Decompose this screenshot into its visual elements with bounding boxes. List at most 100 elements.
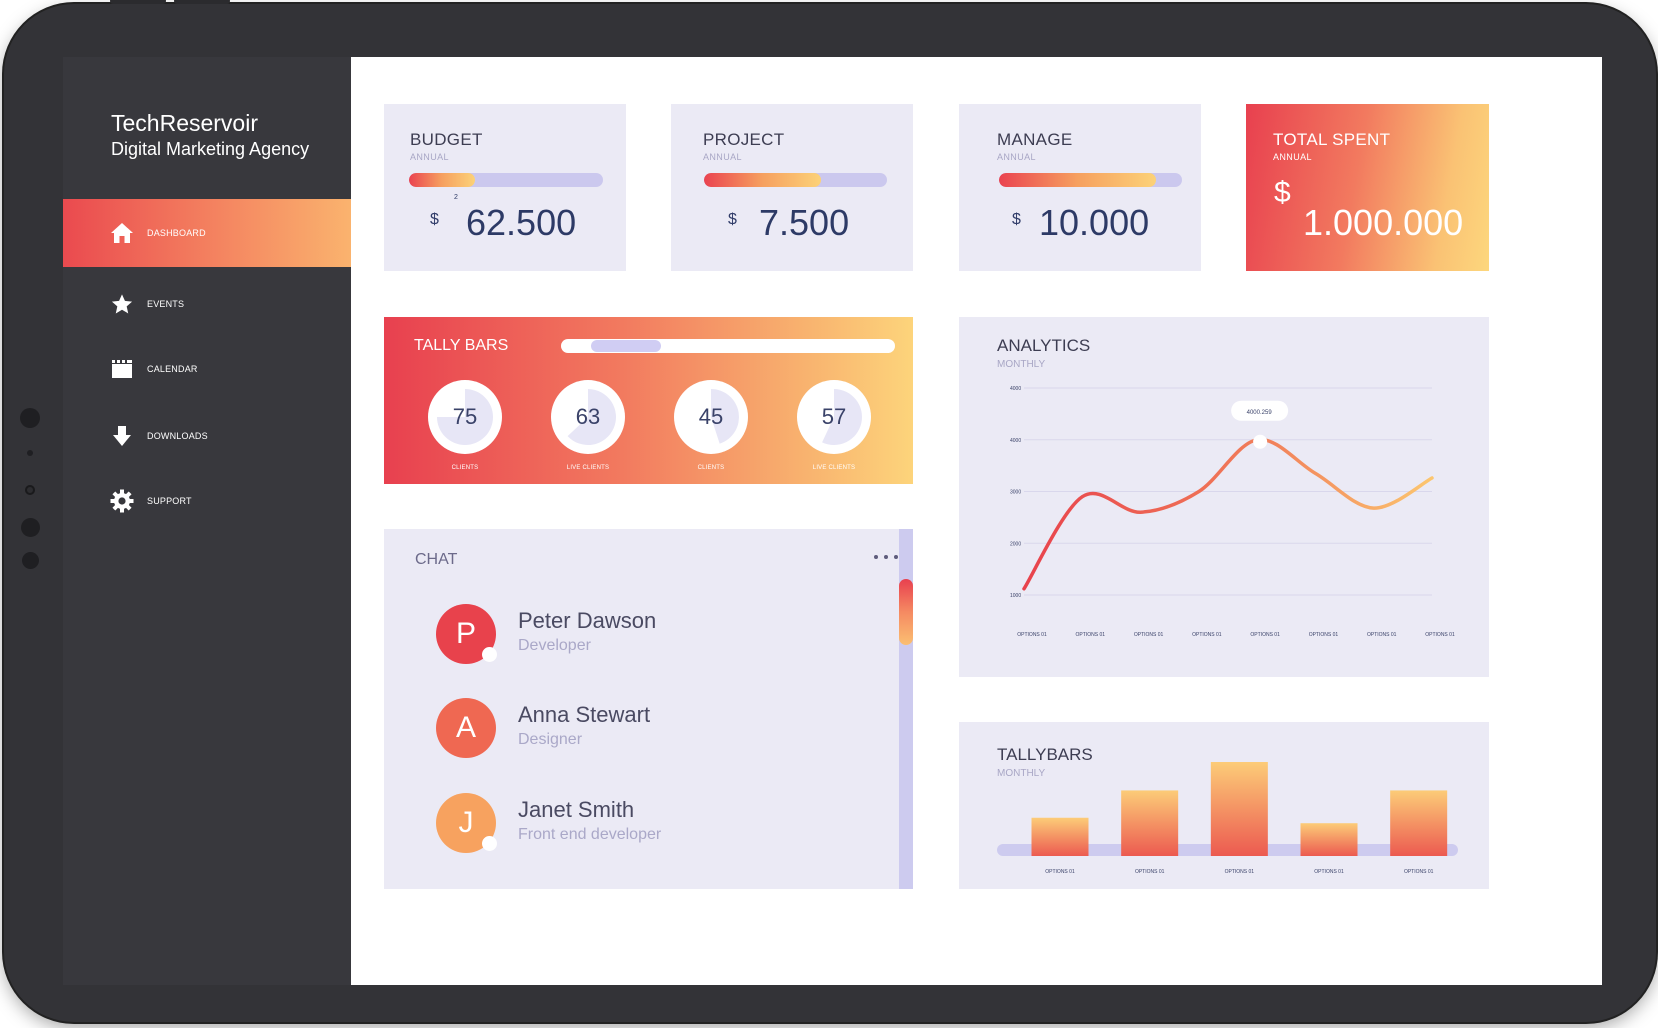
ring-label: CLIENTS (697, 465, 725, 471)
card-title: TOTAL SPENT (1273, 130, 1391, 149)
contact-role: Developer (518, 637, 591, 654)
project-value: 7.500 (759, 202, 850, 243)
currency-symbol: $ (1012, 211, 1021, 228)
brand-name: TechReservoir (111, 110, 258, 136)
bar (1210, 762, 1268, 856)
ring-value: 45 (698, 404, 724, 429)
card-title: ANALYTICS (997, 336, 1091, 355)
x-tick-label: OPTIONS 01 (1076, 632, 1106, 638)
brand: TechReservoir Digital Marketing Agency (111, 109, 309, 161)
chat-contact[interactable]: J Janet Smith Front end developer (436, 793, 856, 853)
ring-sector (437, 389, 493, 445)
peak-marker[interactable] (1253, 434, 1268, 449)
progress-fill (409, 173, 475, 187)
sensor-dot (27, 450, 33, 456)
card-subtitle: ANNUAL (1273, 152, 1312, 162)
analytics-card: ANALYTICS MONTHLY 4000 4000 3000 2000 1000 40… (959, 317, 1489, 677)
budget-card: BUDGET ANNUAL 2 $ 62.500 (384, 104, 626, 271)
home-icon (109, 220, 135, 246)
y-tick-label: 4000 (1010, 438, 1021, 444)
progress-bar (999, 173, 1182, 187)
sidebar: TechReservoir Digital Marketing Agency D… (63, 57, 351, 985)
contact-role: Front end developer (518, 826, 662, 843)
x-tick-label: OPTIONS 01 (1404, 869, 1434, 875)
y-tick-label: 3000 (1010, 490, 1021, 496)
nav-item-calendar[interactable]: CALENDAR (63, 336, 351, 402)
nav-label: EVENTS (147, 299, 185, 309)
card-title: BUDGET (410, 130, 483, 149)
analytics-line-chart: 4000 4000 3000 2000 1000 4000.259 OPTIONS 01 OP… (1010, 386, 1455, 638)
online-indicator (482, 836, 497, 851)
ring-value: 75 (452, 404, 478, 429)
chat-scrollbar[interactable] (899, 529, 913, 889)
card-subtitle: ANNUAL (703, 152, 742, 162)
ring-graphic: 57 (794, 377, 874, 457)
ring-sector (567, 389, 616, 445)
budget-value: 62.500 (466, 202, 577, 243)
card-subtitle: ANNUAL (410, 152, 449, 162)
stat-ring: 75 CLIENTS (425, 377, 505, 471)
nav-item-support[interactable]: SUPPORT (63, 468, 351, 534)
download-icon (109, 423, 135, 449)
nav-label: SUPPORT (147, 496, 192, 506)
nav-label: CALENDAR (147, 364, 198, 374)
progress-bar (409, 173, 603, 187)
progress-fill (999, 173, 1157, 187)
card-subtitle: ANNUAL (997, 152, 1036, 162)
nav-item-downloads[interactable]: DOWNLOADS (63, 403, 351, 469)
online-indicator (482, 647, 497, 662)
tally-bars-card: TALLY BARS 75 CLIENTS 63 LIVE CLIENTS (384, 317, 913, 484)
bar (1121, 790, 1179, 856)
contact-name: Peter Dawson (518, 608, 657, 633)
chat-scroll-thumb[interactable] (899, 579, 913, 645)
bar (1300, 823, 1358, 856)
contact-name: Janet Smith (518, 797, 635, 822)
chat-contact[interactable]: P Peter Dawson Developer (436, 604, 856, 664)
x-tick-label: OPTIONS 01 (1134, 632, 1164, 638)
x-tick-label: OPTIONS 01 (1045, 869, 1075, 875)
ring-graphic: 75 (425, 377, 505, 457)
ring-label: CLIENTS (451, 465, 479, 471)
bar (1390, 790, 1448, 856)
y-tick-label: 1000 (1010, 593, 1021, 599)
brand-subtitle: Digital Marketing Agency (111, 139, 310, 159)
card-title: MANAGE (997, 130, 1073, 149)
tally-scrollbar[interactable] (561, 339, 895, 353)
ring-sector (822, 389, 862, 445)
nav-item-dashboard[interactable]: DASHBOARD (63, 199, 351, 267)
ring-graphic: 45 (671, 377, 751, 457)
tooltip-text: 4000.259 (1247, 410, 1273, 416)
x-tick-label: OPTIONS 01 (1250, 632, 1280, 638)
y-tick-label: 4000 (1010, 386, 1021, 392)
camera-dot (20, 408, 40, 428)
contact-role: Designer (518, 731, 583, 748)
nav-label: DASHBOARD (147, 228, 206, 238)
device-button-top-1 (110, 0, 166, 4)
card-title: TALLYBARS (997, 745, 1093, 764)
chat-contact[interactable]: A Anna Stewart Designer (436, 698, 856, 758)
ring-value: 63 (575, 404, 601, 429)
progress-fill (704, 173, 822, 187)
currency-symbol: $ (1274, 176, 1291, 209)
manage-card: MANAGE ANNUAL $ 10.000 (959, 104, 1201, 271)
tooltip-box (1231, 400, 1289, 421)
card-title: TALLY BARS (414, 337, 509, 354)
card-title: CHAT (415, 551, 458, 568)
x-tick-label: OPTIONS 01 (1314, 869, 1344, 875)
tally-scroll-thumb[interactable] (591, 340, 661, 352)
star-icon (109, 291, 135, 317)
gear-icon (109, 488, 135, 514)
stat-ring: 57 LIVE CLIENTS (794, 377, 874, 471)
chat-card: CHAT P Peter Dawson Developer A Anna Ste… (384, 529, 913, 889)
x-tick-label: OPTIONS 01 (1135, 869, 1165, 875)
progress-bar (704, 173, 887, 187)
ring-sector (711, 389, 739, 444)
bar (1031, 817, 1089, 856)
project-card: PROJECT ANNUAL $ 7.500 (671, 104, 913, 271)
nav-item-events[interactable]: EVENTS (63, 271, 351, 337)
total-spent-card: TOTAL SPENT ANNUAL $ 1.000.000 (1246, 104, 1489, 271)
budget-marker: 2 (454, 194, 458, 201)
sensor-dot (25, 485, 35, 495)
more-options-icon[interactable] (874, 547, 898, 567)
nav-label: DOWNLOADS (147, 431, 208, 441)
